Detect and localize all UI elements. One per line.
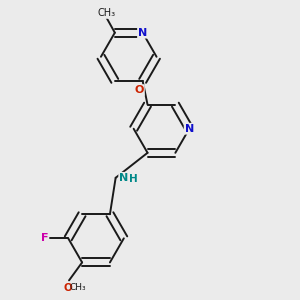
Text: N: N xyxy=(184,124,194,134)
Text: F: F xyxy=(40,233,48,243)
Text: H: H xyxy=(129,174,138,184)
Text: N: N xyxy=(138,28,147,38)
Text: O: O xyxy=(134,85,144,95)
Text: CH₃: CH₃ xyxy=(70,283,86,292)
Text: N: N xyxy=(119,173,128,183)
Text: O: O xyxy=(63,283,72,292)
Text: CH₃: CH₃ xyxy=(98,8,116,18)
